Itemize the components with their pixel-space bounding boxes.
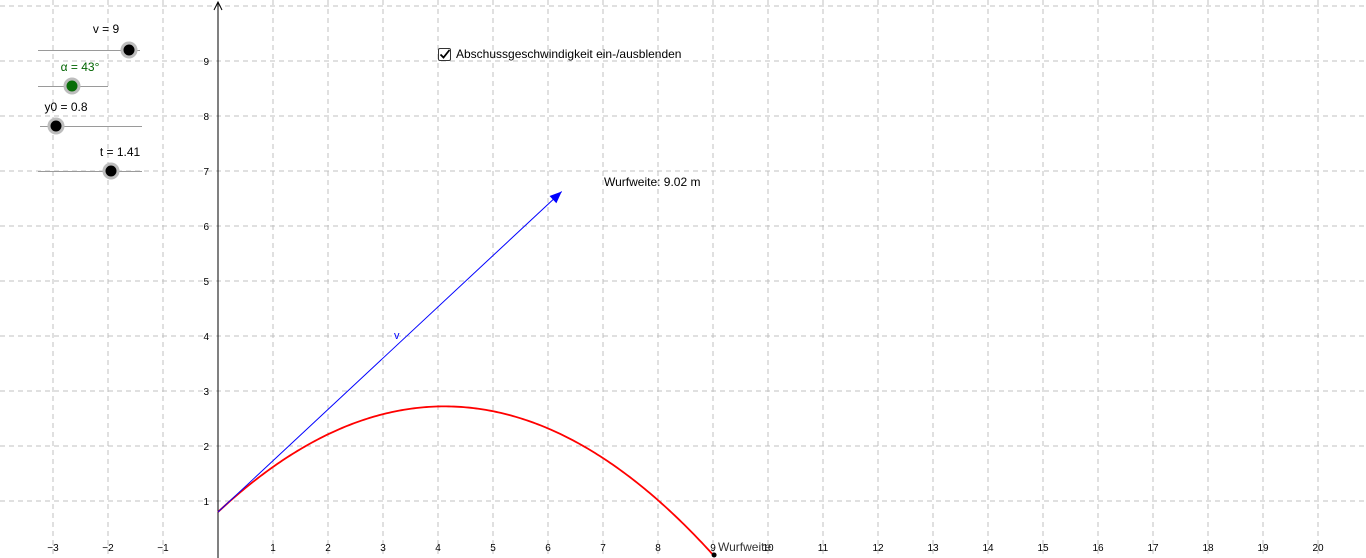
landing-point[interactable]	[711, 552, 717, 558]
x-tick-label: 11	[818, 543, 829, 554]
x-tick-label: 5	[490, 543, 496, 554]
x-tick-label: 20	[1312, 543, 1324, 554]
x-tick-label: 10	[762, 543, 774, 554]
velocity-vector[interactable]	[217, 191, 563, 513]
x-tick-label: 17	[1147, 543, 1159, 554]
x-tick-label: 19	[1257, 543, 1269, 554]
x-tick-label: 9	[710, 543, 716, 554]
vector-arrowhead-icon	[549, 191, 562, 204]
checkmark-icon	[439, 48, 451, 59]
x-tick-label: 7	[600, 543, 606, 554]
x-tick-label: 14	[982, 543, 994, 554]
landing-point-label: Wurfweite	[718, 540, 772, 554]
slider-v-track[interactable]	[38, 50, 140, 51]
y-axis-arrow-icon	[213, 0, 223, 11]
y-tick-label: 9	[203, 57, 209, 68]
x-tick-label: −1	[157, 543, 169, 554]
slider-y0-label: y0 = 0.8	[44, 100, 88, 114]
y-tick-label: 1	[203, 497, 209, 508]
vector-label: v	[394, 330, 400, 342]
slider-alpha-handle[interactable]	[63, 77, 81, 95]
x-tick-label: −3	[47, 543, 59, 554]
x-tick-label: 6	[545, 543, 551, 554]
slider-v-label: v = 9	[92, 22, 120, 36]
velocity-vector-line[interactable]	[217, 191, 563, 513]
x-tick-label: 12	[872, 543, 884, 554]
x-tick-label: 2	[325, 543, 331, 554]
x-tick-label: 13	[927, 543, 939, 554]
slider-v-handle[interactable]	[120, 41, 138, 59]
slider-y0-track[interactable]	[40, 126, 142, 127]
show-velocity-checkbox[interactable]: Abschussgeschwindigkeit ein-/ausblenden	[438, 47, 681, 61]
x-tick-label: 18	[1202, 543, 1214, 554]
slider-alpha-label: α = 43°	[60, 60, 100, 74]
checkbox-box[interactable]	[438, 47, 451, 61]
y-tick-label: 2	[203, 442, 209, 453]
slider-t-track[interactable]	[38, 171, 142, 172]
x-tick-label: −2	[102, 543, 114, 554]
y-tick-label: 3	[203, 387, 209, 398]
checkbox-label: Abschussgeschwindigkeit ein-/ausblenden	[456, 47, 682, 61]
y-tick-label: 7	[203, 167, 209, 178]
slider-t-handle[interactable]	[102, 162, 120, 180]
x-tick-label: 8	[655, 543, 661, 554]
y-tick-label: 8	[203, 112, 209, 123]
axes	[213, 0, 223, 558]
x-tick-label: 15	[1037, 543, 1049, 554]
trajectory-curve[interactable]	[217, 405, 715, 557]
range-text[interactable]: Wurfweite: 9.02 m	[604, 175, 701, 189]
tick-labels: −3 −2 −1 1 2 3 4 5 6 7 8 9 10 11 12 13 14 15 16 17 18 19 20123…	[47, 57, 1324, 554]
y-tick-label: 4	[203, 332, 209, 343]
y-tick-label: 6	[203, 222, 209, 233]
x-tick-label: 16	[1092, 543, 1104, 554]
y-tick-label: 5	[203, 277, 209, 288]
slider-t-label: t = 1.41	[99, 145, 141, 159]
x-tick-label: 4	[435, 543, 441, 554]
slider-y0-handle[interactable]	[47, 117, 65, 135]
x-tick-label: 1	[270, 543, 276, 554]
x-tick-label: 3	[380, 543, 386, 554]
